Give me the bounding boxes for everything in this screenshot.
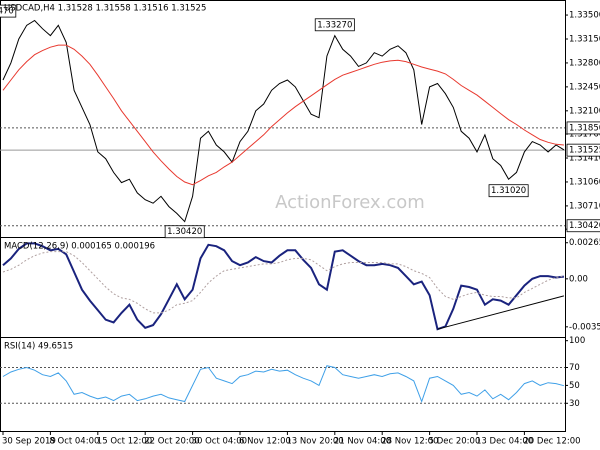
frame — [0, 0, 566, 432]
y-tick-label: 0.002652 — [569, 238, 600, 248]
y-tick-label: 1.32450 — [569, 82, 600, 92]
series-line — [2, 44, 564, 186]
y-tick-label: 50 — [569, 381, 580, 391]
current-price-label: 1.31525 — [569, 146, 600, 156]
y-tick-label: 1.33150 — [569, 34, 600, 44]
y-tick-label: 1.32800 — [569, 58, 600, 68]
annotation-bg — [314, 18, 355, 32]
current-price-label-box: 1.31525 — [566, 143, 600, 157]
series-line — [2, 242, 565, 331]
y-tick-label: 1.31410 — [569, 154, 600, 164]
y-tick-label: 1.32100 — [569, 106, 600, 116]
annotation: 1.30420 — [167, 227, 202, 237]
x-tick-label: 13 Dec 04:00 — [476, 437, 533, 447]
series-line — [2, 251, 564, 314]
y-tick-label: 1.31760 — [569, 130, 600, 140]
annotation-bg — [0, 4, 17, 18]
y-tick-label: 1.33500 — [569, 11, 600, 21]
annotation: 1.33270 — [317, 20, 352, 30]
x-tick-label: 30 Oct 04:00 — [192, 437, 247, 447]
panel-title: USDCAD,H4 1.31528 1.31558 1.31516 1.3152… — [4, 4, 206, 14]
annotation-box: 1.30420 — [164, 225, 205, 239]
x-tick-label: 15 Oct 12:00 — [97, 437, 152, 447]
current-price-label-bg — [566, 143, 600, 157]
series-line — [2, 365, 565, 403]
annotation: 3470 — [0, 7, 14, 17]
annotation-box: 1.33270 — [314, 18, 355, 32]
x-tick-label: 21 Nov 04:00 — [334, 437, 391, 447]
y-tick-label: 1.30710 — [569, 201, 600, 211]
x-tick-label: 5 Dec 20:00 — [429, 437, 481, 447]
x-tick-label: 13 Nov 20:00 — [286, 437, 343, 447]
annotation: 1.31020 — [491, 186, 526, 196]
trend-line — [437, 295, 565, 330]
y-tick-label: -0.003526 — [569, 322, 600, 332]
level-label: 1.31850 — [569, 123, 600, 133]
y-tick-label: 30 — [569, 399, 580, 409]
level-label-box: 1.30420 — [566, 219, 600, 233]
panel-title: MACD(12,26,9) 0.000165 0.000196 — [4, 242, 155, 252]
x-tick-label: 22 Oct 20:00 — [144, 437, 199, 447]
annotation-bg — [488, 184, 529, 198]
x-tick-label: 20 Dec 12:00 — [523, 437, 580, 447]
level-label-box: 1.31850 — [566, 121, 600, 135]
series-line — [2, 19, 565, 223]
level-label: 1.30420 — [569, 221, 600, 231]
level-label-bg — [566, 219, 600, 233]
annotation-box: 1.31020 — [488, 184, 529, 198]
x-tick-label: 8 Oct 04:00 — [49, 437, 99, 447]
level-label-bg — [566, 121, 600, 135]
y-tick-label: 100 — [569, 336, 585, 346]
panel-title: RSI(14) 49.6515 — [4, 342, 73, 352]
y-tick-label: 0.00 — [569, 274, 588, 284]
x-tick-label: 30 Sep 2019 — [2, 437, 56, 447]
annotation-bg — [164, 225, 205, 239]
x-tick-label: 28 Nov 12:00 — [381, 437, 438, 447]
y-tick-label: 70 — [569, 363, 580, 373]
annotation-box: 3470 — [0, 4, 17, 18]
x-tick-label: 6 Nov 12:00 — [239, 437, 291, 447]
watermark: ActionForex.com — [275, 192, 425, 213]
y-tick-label: 1.31060 — [569, 177, 600, 187]
